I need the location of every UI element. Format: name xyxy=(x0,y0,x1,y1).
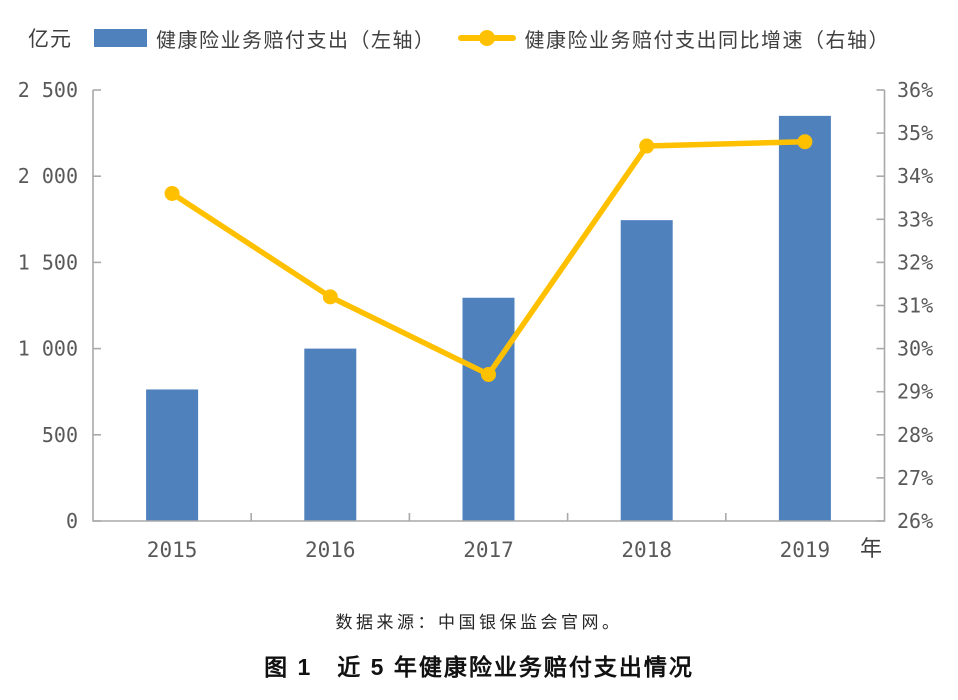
bar-series-swatch-icon xyxy=(94,29,147,47)
x-axis-label-2017: 2017 xyxy=(463,538,514,562)
x-axis-label-2016: 2016 xyxy=(305,538,356,562)
right-axis-tick-label: 34% xyxy=(897,164,933,188)
line-series-swatch-icon xyxy=(457,29,516,47)
left-axis-tick-label: 2 500 xyxy=(18,78,78,102)
left-axis-tick-label: 500 xyxy=(42,423,78,447)
x-axis-unit-label: 年 xyxy=(860,536,882,561)
figure-caption: 图 1 近 5 年健康险业务赔付支出情况 xyxy=(264,654,694,680)
right-axis-tick-label: 27% xyxy=(897,466,933,490)
bar-2018 xyxy=(620,220,673,522)
left-axis-tick-label: 1 500 xyxy=(18,250,78,274)
bar-2016 xyxy=(304,348,357,521)
right-axis-tick-label: 26% xyxy=(897,509,933,533)
bar-2015 xyxy=(146,389,199,521)
legend-label-claims: 健康险业务赔付支出（左轴） xyxy=(156,29,436,52)
growth-marker-2016 xyxy=(322,289,338,305)
legend-label-growth: 健康险业务赔付支出同比增速（右轴） xyxy=(524,29,890,52)
growth-marker-2019 xyxy=(797,134,813,150)
right-axis-tick-label: 35% xyxy=(897,121,933,145)
legend-item-claims: 健康险业务赔付支出（左轴） xyxy=(94,24,436,53)
growth-marker-2015 xyxy=(164,185,180,201)
bar-2019 xyxy=(778,115,831,522)
x-axis-label-2015: 2015 xyxy=(147,538,198,562)
growth-marker-2017 xyxy=(481,366,496,382)
right-axis-tick-label: 29% xyxy=(897,380,933,404)
chart-plot-area: 0 500 1 000 1 500 2 000 2 500 26% 27% 28% 29% 30% 3… xyxy=(18,78,933,562)
x-axis-label-2019: 2019 xyxy=(780,538,831,562)
growth-marker-2018 xyxy=(639,138,655,154)
right-axis-tick-label: 33% xyxy=(897,207,933,231)
left-axis-unit-label: 亿元 xyxy=(28,28,72,51)
chart-legend: 亿元 健康险业务赔付支出（左轴） 健康险业务赔付支出同比增速（右轴） xyxy=(28,20,890,56)
line-swatch-marker xyxy=(478,30,495,46)
right-axis-tick-label: 36% xyxy=(897,78,933,102)
left-axis-tick-label: 1 000 xyxy=(18,337,78,361)
left-axis-tick-label: 2 000 xyxy=(18,164,78,188)
right-axis-tick-label: 31% xyxy=(897,294,933,318)
legend-item-growth: 健康险业务赔付支出同比增速（右轴） xyxy=(457,24,891,53)
right-axis-tick-label: 32% xyxy=(897,250,933,274)
left-axis-tick-label: 0 xyxy=(66,509,78,533)
x-axis-label-2018: 2018 xyxy=(621,538,672,562)
data-source-note: 数据来源：中国银保监会官网。 xyxy=(335,613,623,632)
right-axis-tick-label: 30% xyxy=(897,337,933,361)
right-axis-tick-label: 28% xyxy=(897,423,933,447)
bar-2017 xyxy=(462,297,515,521)
